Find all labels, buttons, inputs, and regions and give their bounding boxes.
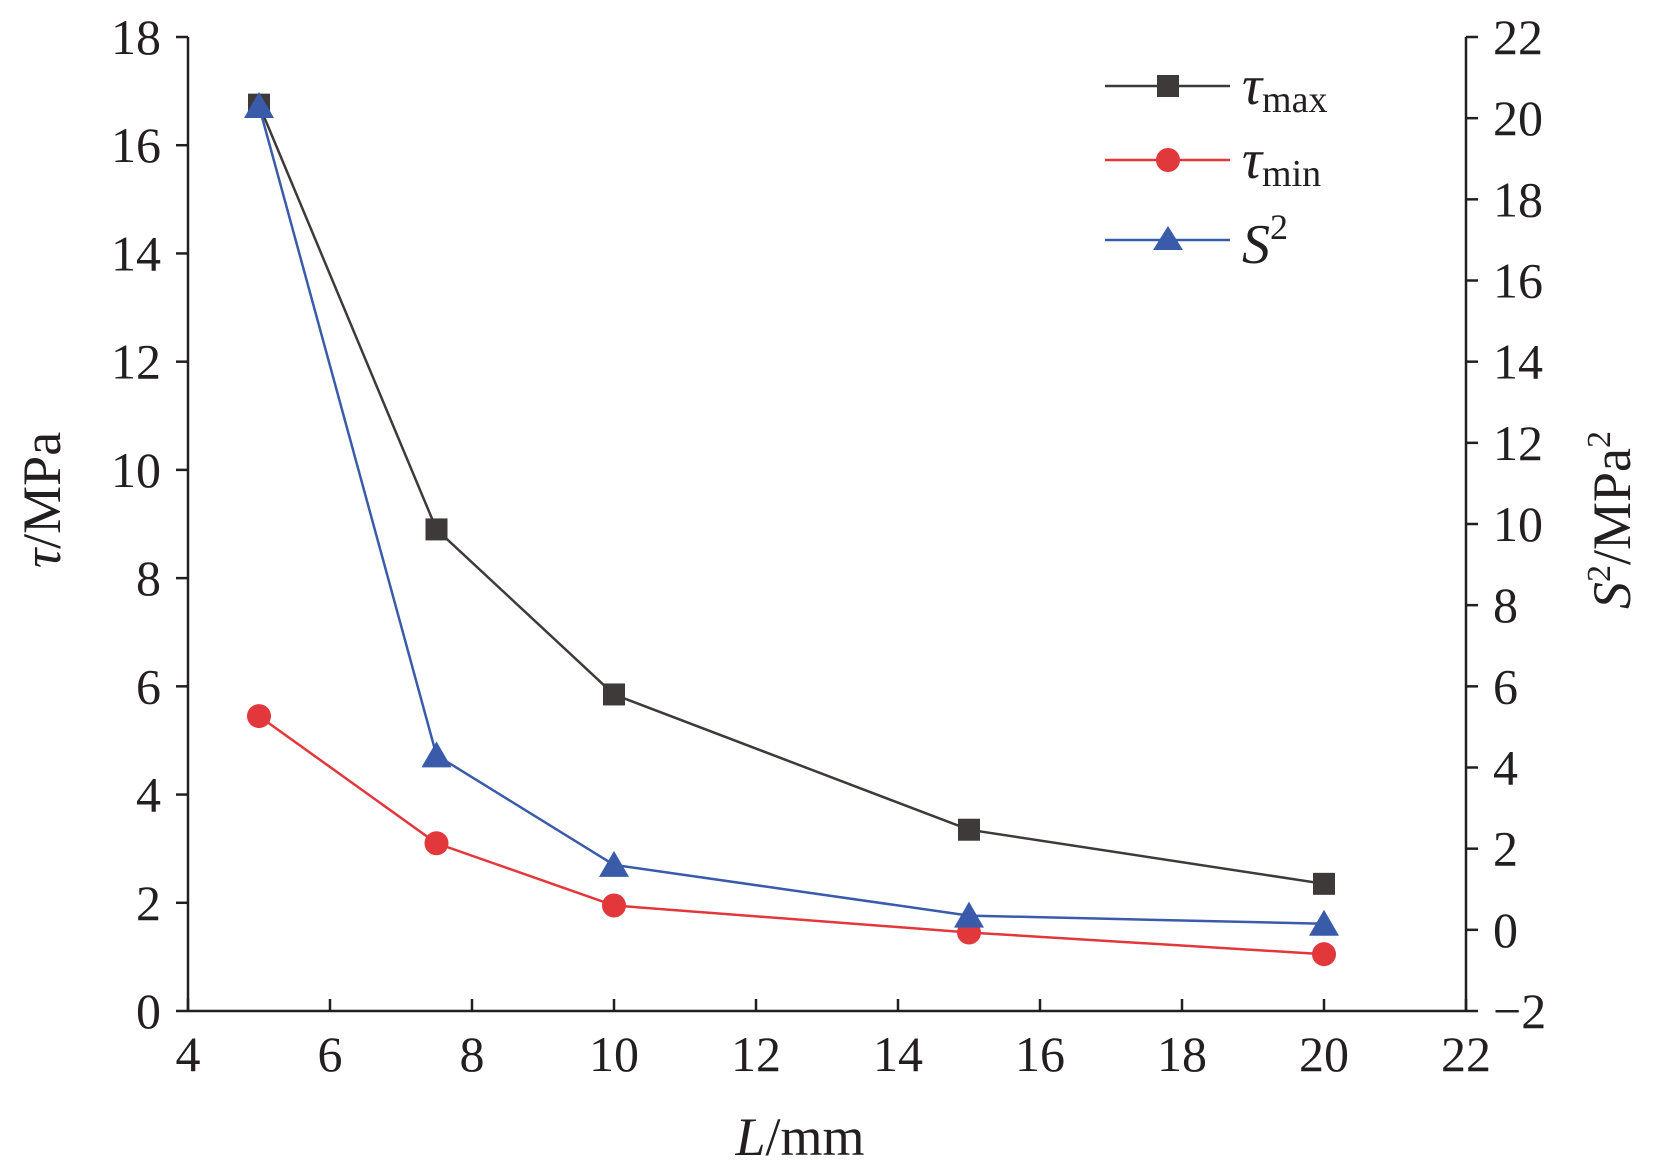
- x-tick-label: 8: [460, 1026, 485, 1082]
- data-point-tmin: [424, 831, 449, 856]
- y-right-tick-label: 14: [1493, 334, 1543, 390]
- x-tick-label: 16: [1015, 1026, 1065, 1082]
- y-right-tick-label: −2: [1493, 983, 1546, 1039]
- x-tick-label: 20: [1299, 1026, 1349, 1082]
- x-axis-title: L/mm: [734, 1107, 864, 1167]
- y-right-tick-label: 16: [1493, 253, 1543, 309]
- data-point-s2: [954, 901, 984, 928]
- y-left-tick-label: 6: [136, 658, 161, 714]
- series-line-tmax: [257, 104, 1325, 886]
- y-right-tick-label: 2: [1493, 821, 1518, 877]
- x-tick-label: 12: [731, 1026, 781, 1082]
- x-tick-label: 14: [873, 1026, 923, 1082]
- data-point-s2: [599, 850, 629, 877]
- x-tick-label: 4: [176, 1026, 201, 1082]
- x-tick-label: 10: [589, 1026, 639, 1082]
- series-layer: [244, 91, 1339, 967]
- y-right-tick-label: 8: [1493, 577, 1518, 633]
- y-left-tick-label: 12: [111, 334, 161, 390]
- x-axis: 4 6 8 10 12 14 16 18 20 22: [176, 999, 1491, 1082]
- legend-label-s2: S2: [1242, 207, 1288, 276]
- y-left-tick-label: 16: [111, 117, 161, 173]
- series-line-tmin: [258, 715, 1325, 956]
- y-axis-right: −2 0 2 4 6 8 10 12 14 16 18 20 22: [1466, 9, 1546, 1039]
- x-tick-label: 22: [1441, 1026, 1491, 1082]
- data-point-tmax: [603, 683, 625, 706]
- data-point-tmax: [1313, 872, 1335, 895]
- y-right-tick-label: 4: [1493, 740, 1518, 796]
- y-left-tick-label: 10: [111, 442, 161, 498]
- data-point-tmin: [602, 893, 626, 918]
- data-point-tmax: [425, 518, 448, 541]
- y-axis-left: 0 2 4 6 8 10 12 14 16 18: [111, 9, 188, 1039]
- legend-label-tmax: τmax: [1242, 55, 1327, 121]
- x-tick-label: 18: [1157, 1026, 1207, 1082]
- series-line-s2: [257, 105, 1325, 925]
- y-left-tick-label: 8: [136, 550, 161, 606]
- y-right-tick-label: 0: [1493, 902, 1518, 958]
- y-left-tick-label: 14: [111, 225, 161, 281]
- y-left-tick-label: 4: [136, 767, 161, 823]
- y-axis-left-title: τ/MPa: [12, 432, 72, 568]
- x-tick-label: 6: [318, 1026, 343, 1082]
- y-right-tick-label: 20: [1493, 90, 1543, 146]
- data-point-s2: [1309, 909, 1339, 936]
- y-right-tick-label: 22: [1493, 9, 1543, 65]
- legend: τmax τmin S2: [1105, 55, 1327, 276]
- legend-marker-tmin: [1156, 148, 1180, 172]
- series-tmax: [248, 93, 1335, 895]
- data-point-s2: [244, 91, 274, 118]
- legend-item-tmax: τmax: [1105, 55, 1327, 121]
- series-tmin: [247, 704, 1336, 967]
- y-axis-right-title: S2/MPa2: [1581, 431, 1642, 609]
- series-s2: [244, 91, 1339, 936]
- y-left-tick-label: 2: [136, 875, 161, 931]
- data-point-tmin: [247, 704, 271, 729]
- legend-marker-tmax: [1157, 75, 1179, 97]
- y-right-tick-label: 12: [1493, 415, 1543, 471]
- legend-item-s2: S2: [1105, 207, 1288, 276]
- legend-marker-s2: [1153, 226, 1183, 250]
- data-point-tmax: [958, 818, 980, 841]
- y-right-tick-label: 10: [1493, 496, 1543, 552]
- y-left-tick-label: 0: [136, 983, 161, 1039]
- data-point-tmin: [1312, 942, 1336, 967]
- y-left-tick-label: 18: [111, 9, 161, 65]
- data-point-s2: [421, 741, 452, 768]
- legend-label-tmin: τmin: [1242, 129, 1321, 195]
- y-right-tick-label: 6: [1493, 658, 1518, 714]
- y-right-tick-label: 18: [1493, 171, 1543, 227]
- legend-item-tmin: τmin: [1105, 129, 1321, 195]
